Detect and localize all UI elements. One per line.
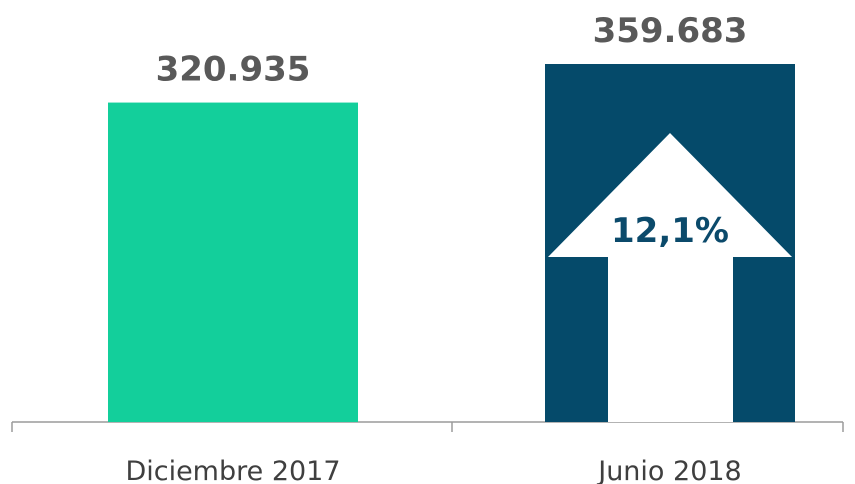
category-label-diciembre-2017: Diciembre 2017 — [125, 456, 340, 484]
category-label-junio-2018: Junio 2018 — [596, 456, 742, 484]
up-arrow-icon — [548, 133, 792, 422]
value-label-junio-2018: 359.683 — [593, 11, 748, 51]
growth-percentage-label: 12,1% — [611, 211, 729, 251]
bar-diciembre-2017 — [108, 102, 358, 422]
value-label-diciembre-2017: 320.935 — [156, 50, 311, 90]
